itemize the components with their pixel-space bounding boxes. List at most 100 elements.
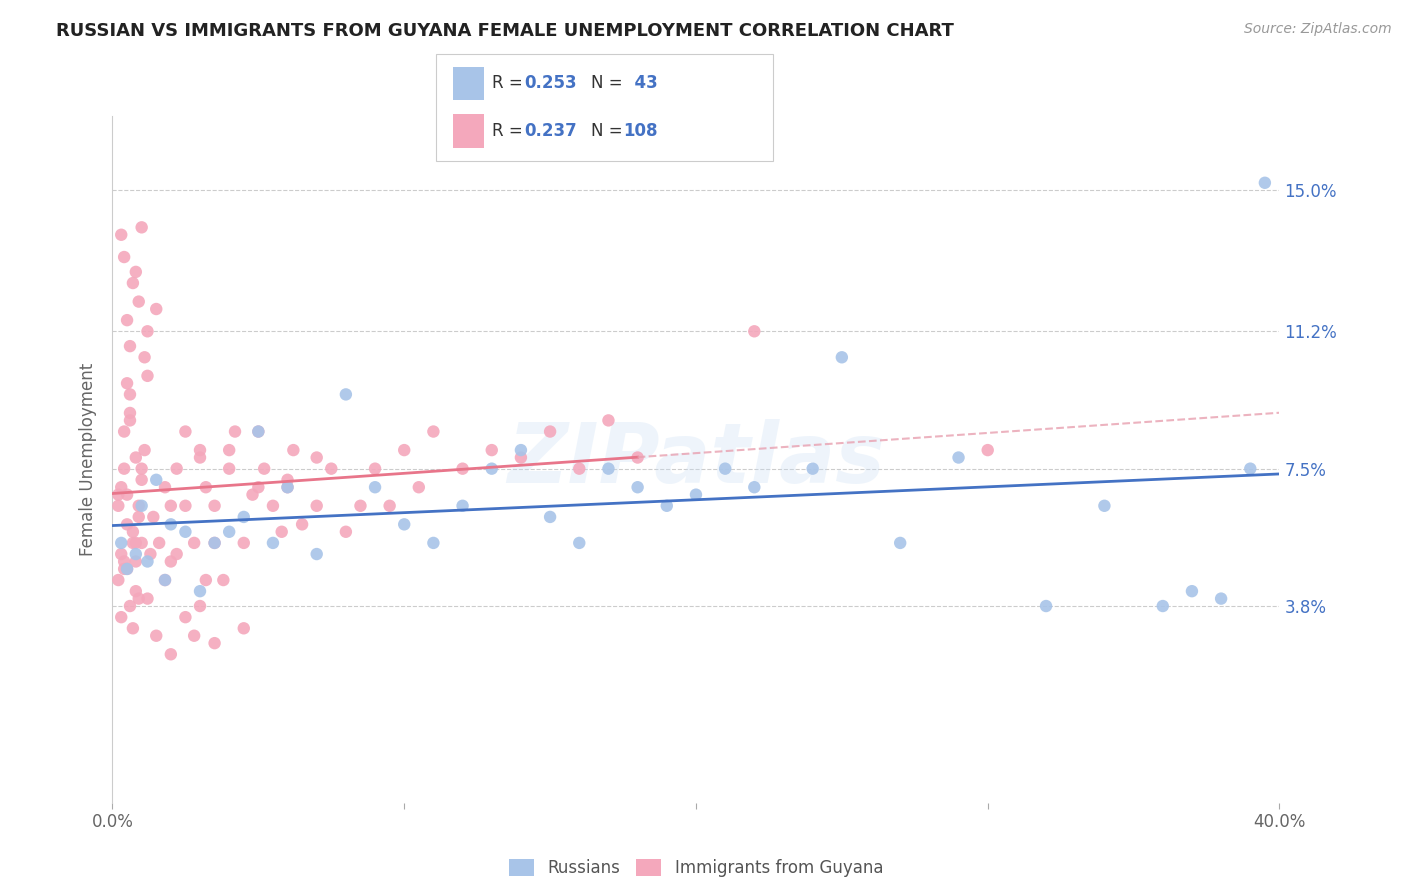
Point xyxy=(107,499,129,513)
Point xyxy=(232,536,254,550)
Point xyxy=(115,376,138,391)
Point xyxy=(451,499,474,513)
Point xyxy=(714,461,737,475)
Point xyxy=(212,573,235,587)
Point xyxy=(128,591,150,606)
Point xyxy=(174,499,197,513)
Point xyxy=(134,351,156,365)
Point xyxy=(145,473,167,487)
Point xyxy=(364,480,387,494)
Point xyxy=(1035,599,1057,613)
Point xyxy=(112,425,135,439)
Point xyxy=(291,517,314,532)
Point xyxy=(160,499,183,513)
Point xyxy=(232,510,254,524)
Legend: Russians, Immigrants from Guyana: Russians, Immigrants from Guyana xyxy=(502,852,890,884)
Point xyxy=(125,584,148,599)
Point xyxy=(183,629,205,643)
Point xyxy=(148,536,170,550)
Point xyxy=(742,480,765,494)
Point xyxy=(321,461,343,475)
Point xyxy=(194,573,217,587)
Point xyxy=(188,450,211,465)
Point xyxy=(831,351,853,365)
Point xyxy=(204,499,226,513)
Point xyxy=(247,425,270,439)
Point xyxy=(242,488,264,502)
Point xyxy=(481,461,503,475)
Point xyxy=(204,536,226,550)
Point xyxy=(283,443,305,458)
Point xyxy=(568,461,591,475)
Point xyxy=(262,536,284,550)
Point xyxy=(232,621,254,635)
Point xyxy=(160,517,183,532)
Point xyxy=(110,480,132,494)
Point xyxy=(136,324,159,338)
Point xyxy=(118,599,141,613)
Point xyxy=(160,554,183,568)
Point xyxy=(110,227,132,242)
Point xyxy=(224,425,246,439)
Point xyxy=(122,524,145,539)
Point xyxy=(509,443,531,458)
Text: R =: R = xyxy=(492,121,529,139)
Point xyxy=(948,450,970,465)
Point xyxy=(218,461,240,475)
Point xyxy=(509,450,531,465)
Point xyxy=(392,517,416,532)
Point xyxy=(115,313,138,327)
Point xyxy=(112,562,135,576)
Point xyxy=(136,368,159,383)
Point xyxy=(110,547,132,561)
Point xyxy=(568,536,591,550)
Point xyxy=(335,387,357,401)
Point xyxy=(538,425,561,439)
Point xyxy=(174,425,197,439)
Text: N =: N = xyxy=(591,75,627,93)
Point xyxy=(276,480,298,494)
Point xyxy=(247,480,270,494)
Point xyxy=(626,450,648,465)
Point xyxy=(378,499,401,513)
Point xyxy=(262,499,284,513)
Point xyxy=(115,562,138,576)
Point xyxy=(742,324,765,338)
Point xyxy=(122,276,145,290)
Text: ZIPatlas: ZIPatlas xyxy=(508,419,884,500)
Point xyxy=(218,524,240,539)
Point xyxy=(112,554,135,568)
Point xyxy=(112,461,135,475)
Point xyxy=(131,461,153,475)
Point xyxy=(194,480,217,494)
Point xyxy=(976,443,998,458)
Point xyxy=(174,524,197,539)
Point xyxy=(131,499,153,513)
Point xyxy=(451,461,474,475)
Point xyxy=(166,547,188,561)
Point xyxy=(142,510,165,524)
Point xyxy=(408,480,430,494)
Point xyxy=(125,536,148,550)
Point xyxy=(118,339,141,353)
Point xyxy=(655,499,678,513)
Point xyxy=(188,599,211,613)
Point xyxy=(166,461,188,475)
Point xyxy=(422,425,444,439)
Point xyxy=(134,443,156,458)
Point xyxy=(153,573,176,587)
Point xyxy=(118,413,141,427)
Point xyxy=(204,536,226,550)
Point xyxy=(335,524,357,539)
Point xyxy=(115,488,138,502)
Point xyxy=(136,554,159,568)
Point xyxy=(1092,499,1115,513)
Point xyxy=(145,301,167,316)
Point xyxy=(112,250,135,264)
Point xyxy=(125,554,148,568)
Point xyxy=(139,547,162,561)
Point xyxy=(115,562,138,576)
Point xyxy=(218,443,240,458)
Point xyxy=(145,629,167,643)
Point xyxy=(598,413,620,427)
